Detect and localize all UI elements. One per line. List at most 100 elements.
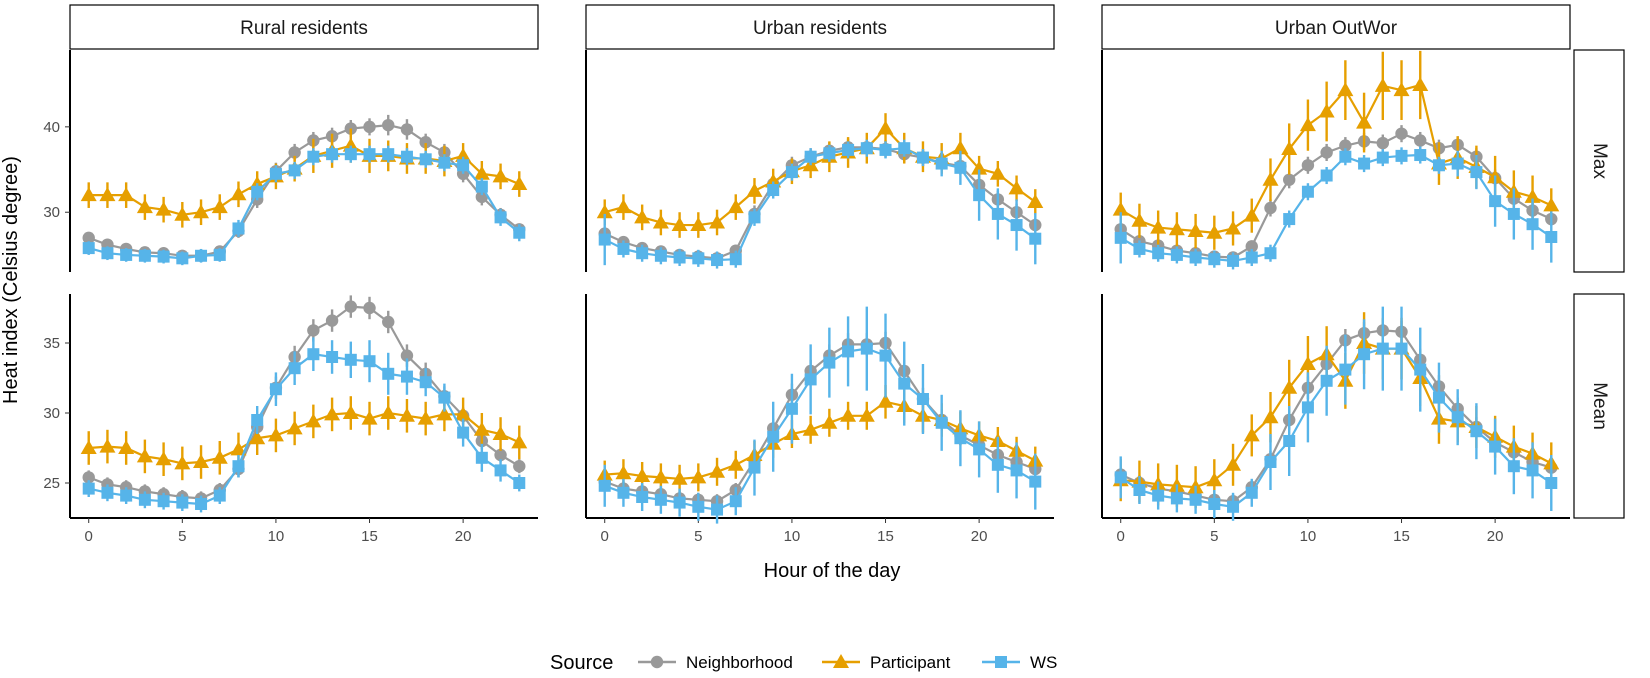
data-point <box>636 247 649 260</box>
data-point <box>596 204 613 219</box>
data-point <box>438 391 451 404</box>
data-point <box>455 406 472 421</box>
data-point <box>634 209 651 224</box>
data-point <box>634 468 651 482</box>
legend-item-participant: Participant <box>822 653 951 672</box>
data-point <box>1150 219 1167 234</box>
data-point <box>1395 149 1408 162</box>
data-point <box>1170 492 1183 505</box>
data-point <box>382 367 395 380</box>
data-point <box>269 383 282 396</box>
data-point <box>344 353 357 366</box>
data-point <box>363 120 376 134</box>
data-point <box>288 146 301 159</box>
data-point <box>494 448 507 462</box>
data-point <box>598 479 611 492</box>
data-point <box>615 465 632 480</box>
data-point <box>1470 425 1483 438</box>
data-point <box>120 248 133 261</box>
series-neighborhood <box>598 138 1042 265</box>
data-point <box>1264 247 1277 260</box>
data-point <box>1283 435 1296 447</box>
data-point <box>1414 149 1427 162</box>
data-point <box>80 440 97 454</box>
series-ws <box>598 306 1042 524</box>
data-point <box>436 406 453 421</box>
series-line <box>604 347 1036 511</box>
legend-item-ws: WS <box>982 653 1057 672</box>
data-point <box>136 448 153 463</box>
data-point <box>82 482 95 495</box>
data-point <box>417 410 434 425</box>
x-tick-label: 0 <box>1117 528 1125 545</box>
data-point <box>916 151 929 164</box>
legend-label: Participant <box>870 653 951 672</box>
data-point <box>935 416 948 429</box>
data-point <box>511 176 528 191</box>
x-tick-label: 15 <box>1393 528 1410 545</box>
data-point <box>952 140 969 155</box>
data-point <box>916 393 929 405</box>
data-point <box>690 217 707 232</box>
data-point <box>598 233 611 246</box>
data-point <box>400 349 414 362</box>
data-point <box>230 441 247 456</box>
data-point <box>1374 77 1391 92</box>
data-point <box>1489 440 1502 453</box>
data-point <box>400 123 414 136</box>
data-point <box>711 254 724 267</box>
data-point <box>1262 409 1279 424</box>
data-point <box>711 503 724 516</box>
data-point <box>511 434 528 449</box>
data-point <box>138 249 151 262</box>
data-point <box>1243 207 1260 222</box>
data-point <box>1507 207 1520 220</box>
data-point <box>1227 500 1240 513</box>
y-tick-label: 30 <box>43 204 60 221</box>
data-point <box>1029 232 1042 245</box>
y-axis-title: Heat index (Celsius degree) <box>0 156 22 404</box>
data-point <box>727 456 744 471</box>
data-point <box>267 427 284 442</box>
data-point <box>1170 248 1183 261</box>
x-tick-label: 5 <box>694 528 702 545</box>
data-point <box>1010 464 1023 477</box>
legend-key-marker <box>650 655 664 669</box>
data-point <box>176 496 189 509</box>
data-point <box>1301 401 1314 414</box>
data-point <box>475 451 488 464</box>
series-ws <box>1114 306 1558 521</box>
data-point <box>344 300 357 313</box>
data-point <box>230 186 247 201</box>
data-point <box>211 449 228 464</box>
data-point <box>1206 472 1223 487</box>
data-point <box>729 253 742 266</box>
data-point <box>1432 159 1445 172</box>
data-point <box>840 407 857 422</box>
data-point <box>1112 201 1129 216</box>
data-point <box>99 187 116 202</box>
data-point <box>99 438 116 453</box>
data-point <box>305 413 322 428</box>
series-line <box>88 153 520 260</box>
data-point <box>1393 82 1410 97</box>
y-tick-label: 40 <box>43 119 60 136</box>
data-point <box>1545 230 1558 243</box>
facet-strip-0 <box>69 4 539 50</box>
series-line <box>88 353 520 506</box>
data-point <box>1395 342 1408 355</box>
data-point <box>155 451 172 466</box>
data-point <box>1010 219 1023 232</box>
data-point <box>344 148 357 161</box>
data-point <box>1245 251 1258 264</box>
data-point <box>1245 486 1258 499</box>
data-point <box>138 493 151 506</box>
series-line <box>1120 341 1552 489</box>
data-point <box>342 405 359 419</box>
data-point <box>80 187 97 202</box>
data-point <box>1432 391 1445 404</box>
data-point <box>1414 363 1427 376</box>
row-strip-1 <box>1573 293 1625 519</box>
series-line <box>1120 347 1552 508</box>
legend: Source Neighborhood Participant WS <box>550 652 1057 674</box>
